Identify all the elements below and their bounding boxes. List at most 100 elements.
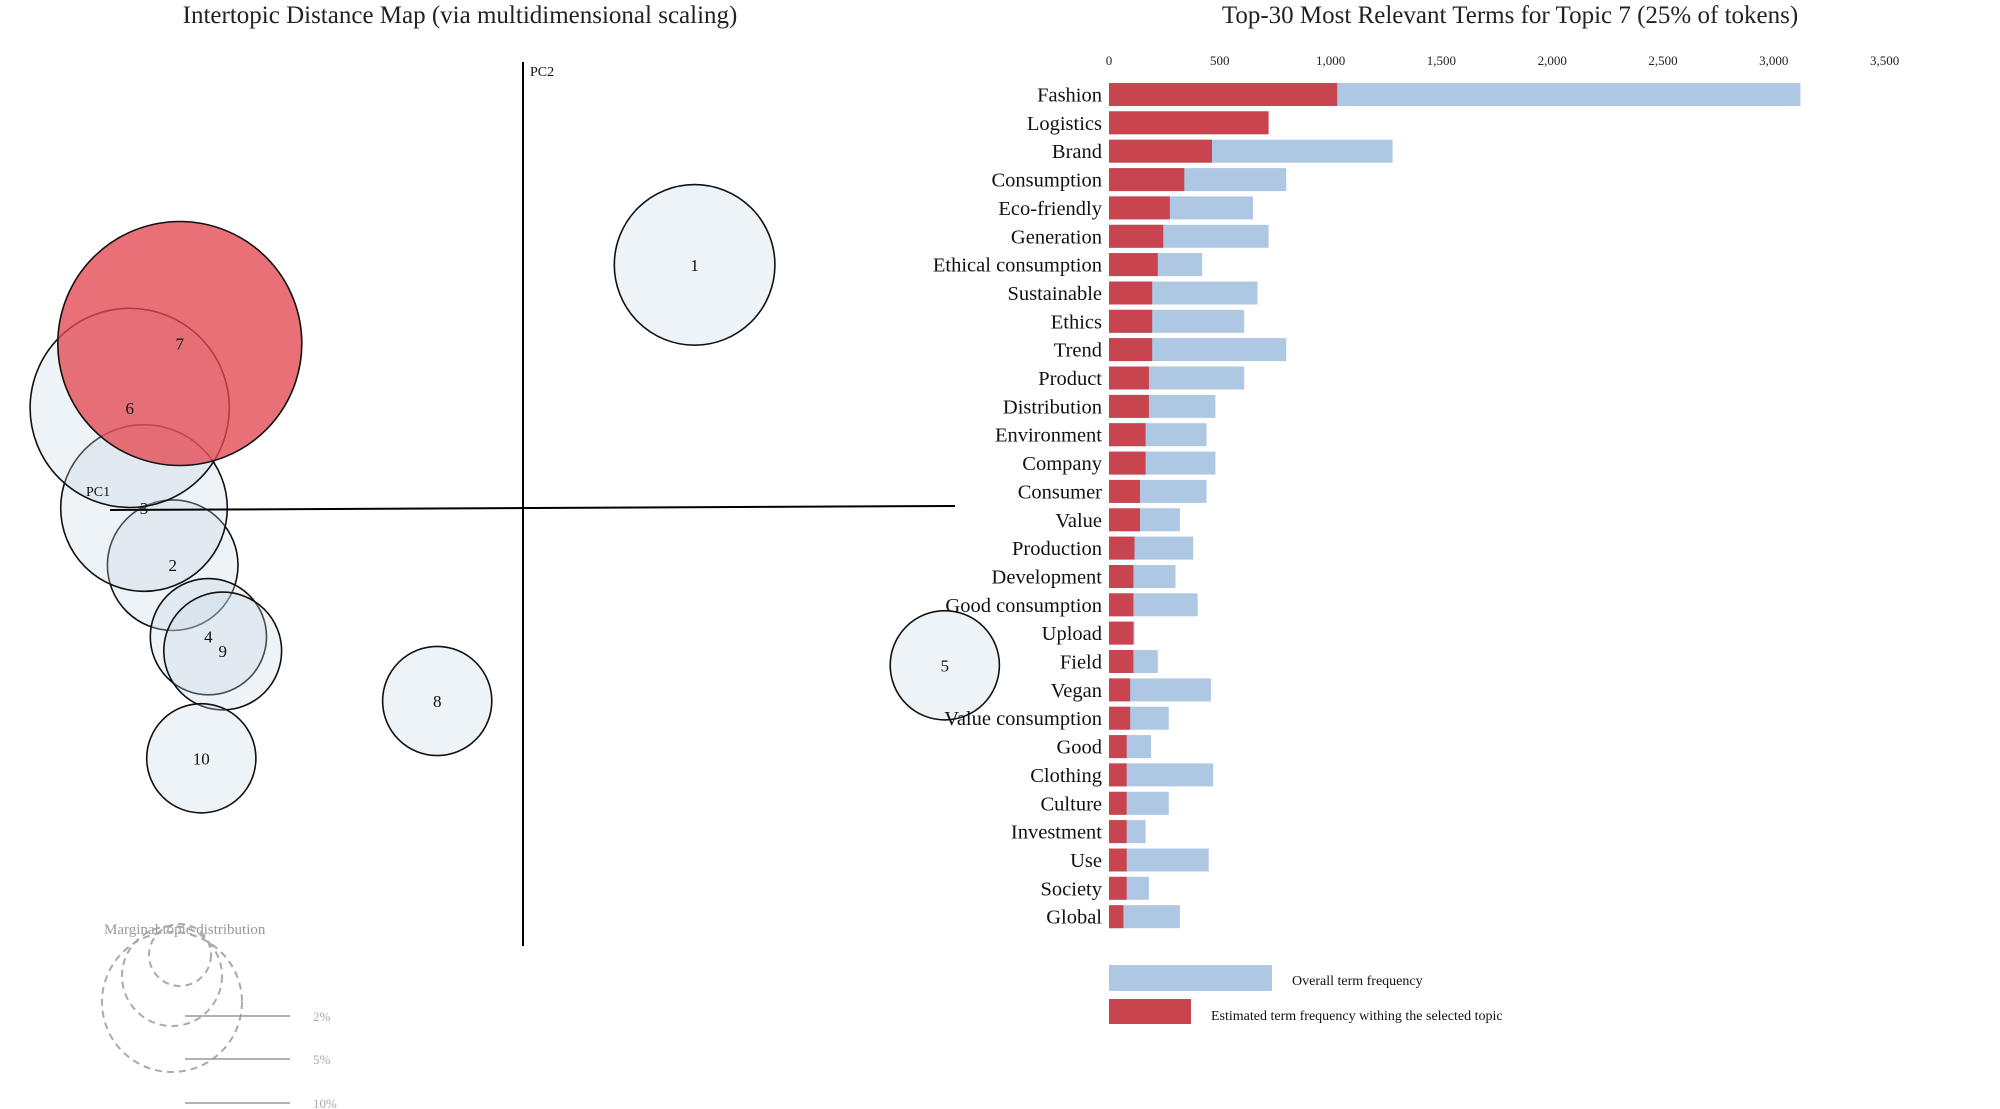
top-terms-bar-chart: Top-30 Most Relevant Terms for Topic 7 (… bbox=[933, 2, 1899, 1024]
term-label[interactable]: Global bbox=[1046, 907, 1102, 929]
term-label[interactable]: Vegan bbox=[1051, 680, 1102, 702]
term-label[interactable]: Culture bbox=[1041, 793, 1103, 815]
bar-topic-8[interactable] bbox=[1109, 309, 1153, 333]
bar-topic-0[interactable] bbox=[1109, 83, 1338, 106]
bar-topic-10[interactable] bbox=[1109, 366, 1149, 390]
term-label[interactable]: Value bbox=[1055, 510, 1102, 532]
bar-chart-title: Top-30 Most Relevant Terms for Topic 7 (… bbox=[1222, 2, 1798, 29]
marginal-label-2: 2% bbox=[313, 1009, 331, 1024]
term-label[interactable]: Generation bbox=[1011, 226, 1102, 248]
term-label[interactable]: Good bbox=[1056, 737, 1102, 759]
topic-bubble-label-9: 9 bbox=[218, 642, 227, 661]
bar-topic-13[interactable] bbox=[1109, 451, 1146, 475]
term-label[interactable]: Trend bbox=[1054, 340, 1102, 362]
bar-topic-4[interactable] bbox=[1109, 196, 1170, 220]
legend-label-overall: Overall term frequency bbox=[1292, 974, 1423, 989]
bar-topic-11[interactable] bbox=[1109, 394, 1149, 418]
term-labels: Fashion Logistics Brand Consumption Eco-frie… bbox=[933, 85, 1103, 929]
marginal-circle-10 bbox=[101, 931, 243, 1073]
bar-topic-15[interactable] bbox=[1109, 508, 1140, 532]
bar-topic-21[interactable] bbox=[1109, 678, 1131, 702]
term-label[interactable]: Sustainable bbox=[1007, 283, 1102, 305]
bar-topic-26[interactable] bbox=[1109, 820, 1127, 844]
topic-bubble-label-2: 2 bbox=[168, 556, 177, 575]
term-label[interactable]: Company bbox=[1022, 453, 1102, 475]
term-label[interactable]: Upload bbox=[1042, 623, 1102, 645]
bar-legend: Overall term frequency Estimated term fre… bbox=[1109, 965, 1503, 1024]
topic-bubble-4[interactable] bbox=[149, 577, 268, 696]
term-label[interactable]: Investment bbox=[1011, 822, 1102, 844]
x-tick-label: 1,000 bbox=[1316, 53, 1345, 68]
term-label[interactable]: Value consumption bbox=[944, 708, 1102, 730]
bar-topic-18[interactable] bbox=[1109, 593, 1134, 617]
bar-overall-24[interactable] bbox=[1109, 763, 1214, 787]
bar-topic-27[interactable] bbox=[1109, 848, 1127, 872]
term-label[interactable]: Distribution bbox=[1003, 396, 1102, 418]
topic-bubble-9[interactable] bbox=[162, 591, 283, 711]
bar-topic-12[interactable] bbox=[1109, 423, 1146, 447]
bar-topic-14[interactable] bbox=[1109, 479, 1140, 503]
term-label[interactable]: Development bbox=[992, 567, 1103, 589]
bar-topic-20[interactable] bbox=[1109, 650, 1134, 673]
bar-topic-3[interactable] bbox=[1109, 168, 1185, 192]
topic-bubble-label-3: 3 bbox=[140, 499, 149, 518]
term-label[interactable]: Logistics bbox=[1027, 113, 1102, 135]
bar-topic-9[interactable] bbox=[1109, 338, 1153, 362]
x-tick-label: 3,500 bbox=[1870, 53, 1899, 68]
term-label[interactable]: Production bbox=[1012, 538, 1102, 560]
bar-topic-19[interactable] bbox=[1109, 621, 1134, 645]
marginal-circle-5 bbox=[121, 925, 223, 1027]
term-label[interactable]: Ethical consumption bbox=[933, 255, 1102, 277]
legend-swatch-topic bbox=[1109, 999, 1191, 1024]
term-label[interactable]: Brand bbox=[1052, 141, 1102, 163]
bar-topic-2[interactable] bbox=[1109, 139, 1212, 163]
topic-bubble-label-7: 7 bbox=[176, 335, 185, 354]
term-label[interactable]: Clothing bbox=[1030, 765, 1102, 787]
bar-topic-28[interactable] bbox=[1109, 876, 1127, 900]
marginal-label-5: 5% bbox=[313, 1052, 331, 1067]
bar-topic-1[interactable] bbox=[1109, 111, 1269, 135]
bar-overall-21[interactable] bbox=[1109, 678, 1211, 702]
bar-topic-16[interactable] bbox=[1109, 536, 1135, 560]
term-label[interactable]: Product bbox=[1038, 368, 1102, 390]
x-tick-label: 0 bbox=[1106, 53, 1113, 68]
bar-topic-7[interactable] bbox=[1109, 281, 1153, 305]
term-label[interactable]: Good consumption bbox=[945, 595, 1102, 617]
term-label[interactable]: Consumer bbox=[1018, 481, 1102, 503]
pc1-label: PC1 bbox=[86, 485, 110, 500]
bar-topic-25[interactable] bbox=[1109, 791, 1127, 815]
bar-overall-9[interactable] bbox=[1109, 338, 1287, 362]
intertopic-distance-map: Intertopic Distance Map (via multidimens… bbox=[29, 2, 1001, 1109]
bar-topic-22[interactable] bbox=[1109, 706, 1131, 730]
bar-topic-29[interactable] bbox=[1109, 905, 1124, 929]
x-tick-label: 500 bbox=[1210, 53, 1230, 68]
topic-bubble-5[interactable] bbox=[889, 609, 1001, 721]
bar-topic-5[interactable] bbox=[1109, 224, 1164, 248]
bar-topic-6[interactable] bbox=[1109, 253, 1158, 277]
bar-topic-17[interactable] bbox=[1109, 565, 1134, 588]
term-label[interactable]: Fashion bbox=[1037, 85, 1102, 107]
legend-swatch-overall bbox=[1109, 965, 1272, 991]
topic-bubble-2[interactable] bbox=[106, 499, 239, 632]
term-label[interactable]: Use bbox=[1070, 850, 1102, 872]
term-label[interactable]: Consumption bbox=[992, 170, 1103, 192]
bar-topic-24[interactable] bbox=[1109, 763, 1127, 787]
topic-bubble-1[interactable] bbox=[613, 183, 776, 346]
term-label[interactable]: Ethics bbox=[1051, 311, 1102, 333]
bar-topic-23[interactable] bbox=[1109, 735, 1127, 759]
topic-bubble-7[interactable] bbox=[57, 220, 303, 467]
x-tick-label: 3,000 bbox=[1759, 53, 1788, 68]
term-label[interactable]: Society bbox=[1041, 878, 1103, 900]
bar-overall-29[interactable] bbox=[1109, 905, 1180, 929]
topic-bubble-8[interactable] bbox=[381, 645, 493, 757]
term-label[interactable]: Field bbox=[1060, 652, 1102, 674]
bar-overall-27[interactable] bbox=[1109, 848, 1209, 872]
term-label[interactable]: Environment bbox=[995, 425, 1102, 447]
pc2-label: PC2 bbox=[530, 65, 554, 80]
x-tick-label: 2,500 bbox=[1648, 53, 1677, 68]
topic-bubble-label-10: 10 bbox=[193, 749, 210, 768]
x-tick-label: 1,500 bbox=[1427, 53, 1456, 68]
topic-bubble-label-5: 5 bbox=[941, 656, 950, 675]
topic-bubble-10[interactable] bbox=[145, 702, 257, 814]
term-label[interactable]: Eco-friendly bbox=[998, 198, 1102, 220]
